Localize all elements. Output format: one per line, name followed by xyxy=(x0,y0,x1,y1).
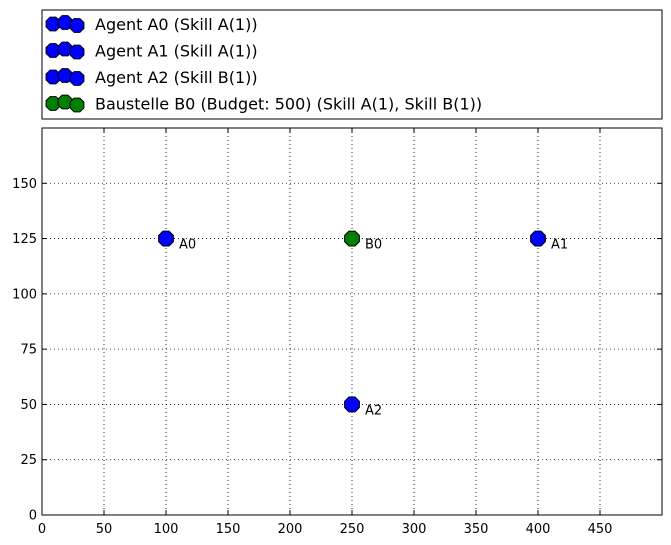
data-point-b0 xyxy=(344,230,360,247)
data-point-a1 xyxy=(530,230,546,247)
x-tick-label: 450 xyxy=(588,522,613,537)
legend-box xyxy=(41,9,663,120)
x-tick-label: 150 xyxy=(216,522,241,537)
y-tick-label: 25 xyxy=(20,453,37,468)
legend-marker xyxy=(57,94,73,110)
x-tick-label: 200 xyxy=(278,522,303,537)
point-label-b0: B0 xyxy=(365,238,382,253)
x-tick-label: 400 xyxy=(526,522,551,537)
plot-area: 0 50 100 150 200 250 300 350 400 450 0 25 50 75 100 125… xyxy=(12,127,663,537)
x-tick-label: 100 xyxy=(154,522,179,537)
legend-marker xyxy=(69,44,85,60)
legend-entry: Agent A1 (Skill A(1)) xyxy=(95,42,258,61)
point-label-a1: A1 xyxy=(551,238,568,253)
legend-marker xyxy=(57,68,73,83)
x-tick-label: 250 xyxy=(340,522,365,537)
y-tick-label: 150 xyxy=(12,177,37,192)
y-tick-label: 75 xyxy=(20,343,37,358)
legend: Agent A0 (Skill A(1)) Agent A1 (Skill A(1… xyxy=(41,9,663,120)
data-point-a2 xyxy=(344,396,360,413)
legend-marker xyxy=(57,41,73,57)
legend-marker xyxy=(57,15,73,30)
y-tick-label: 0 xyxy=(29,509,37,524)
legend-marker xyxy=(69,71,85,86)
x-tick-label: 300 xyxy=(402,522,427,537)
x-tick-label: 50 xyxy=(96,522,113,537)
point-label-a2: A2 xyxy=(365,403,382,418)
y-tick-label: 100 xyxy=(12,287,37,302)
y-tick-label: 50 xyxy=(20,398,37,413)
x-tick-label: 350 xyxy=(464,522,489,537)
x-tick-label: 0 xyxy=(38,522,46,537)
legend-marker xyxy=(69,97,85,113)
point-label-a0: A0 xyxy=(179,238,196,253)
data-point-a0 xyxy=(158,230,174,247)
legend-marker xyxy=(69,18,85,33)
axes-frame xyxy=(41,127,663,516)
y-tick-label: 125 xyxy=(12,232,37,247)
legend-entry: Agent A2 (Skill B(1)) xyxy=(95,68,258,87)
legend-entry: Baustelle B0 (Budget: 500) (Skill A(1), … xyxy=(95,95,482,114)
legend-entry: Agent A0 (Skill A(1)) xyxy=(95,15,258,34)
